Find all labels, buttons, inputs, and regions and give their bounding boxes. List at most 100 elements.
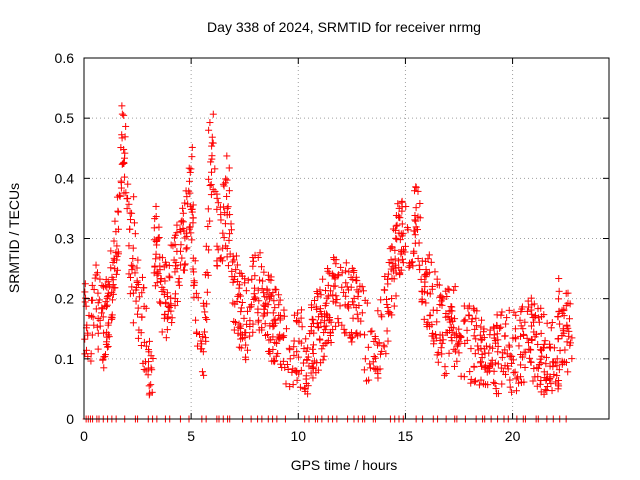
data-point (134, 256, 142, 264)
data-point (101, 351, 109, 359)
data-point (244, 276, 252, 284)
data-point (538, 352, 546, 360)
data-point (322, 322, 330, 330)
data-point (429, 306, 437, 314)
data-point (108, 288, 116, 296)
data-point (90, 321, 98, 329)
data-point (454, 341, 462, 349)
data-point (374, 374, 382, 382)
data-point (189, 219, 197, 227)
y-tick-label: 0.3 (55, 231, 75, 247)
data-point (490, 331, 498, 339)
data-point (297, 306, 305, 314)
data-point (494, 360, 502, 368)
axis-ticks: 0 0.1 0.2 0.3 0.4 0.5 0.6 0 5 10 15 20 (55, 50, 609, 444)
data-point (528, 336, 536, 344)
data-point (479, 380, 487, 388)
data-point (348, 298, 356, 306)
data-point (396, 236, 404, 244)
data-point (512, 375, 520, 383)
data-point (260, 305, 268, 313)
data-point (189, 265, 197, 273)
data-point (185, 177, 193, 185)
data-point (93, 323, 101, 331)
data-point (122, 122, 130, 130)
data-point (254, 318, 262, 326)
data-point (391, 246, 399, 254)
data-point (453, 333, 461, 341)
data-point (472, 322, 480, 330)
data-point (179, 209, 187, 217)
data-point (211, 165, 219, 173)
data-point (383, 295, 391, 303)
data-point (138, 273, 146, 281)
data-point (446, 318, 454, 326)
x-tick-label: 5 (187, 428, 195, 444)
data-point (178, 254, 186, 262)
data-point (151, 215, 159, 223)
data-point (163, 315, 171, 323)
data-point (490, 367, 498, 375)
data-point (188, 153, 196, 161)
data-point (508, 359, 516, 367)
data-point (474, 346, 482, 354)
data-point (437, 344, 445, 352)
data-point (140, 365, 148, 373)
data-point (317, 319, 325, 327)
data-point (203, 269, 211, 277)
data-point (117, 179, 125, 187)
data-point (249, 262, 257, 270)
data-point (517, 373, 525, 381)
data-point (468, 318, 476, 326)
data-point (297, 314, 305, 322)
data-point (340, 325, 348, 333)
data-point (325, 269, 333, 277)
data-point (334, 315, 342, 323)
data-point (109, 258, 117, 266)
data-point (505, 306, 513, 314)
data-point (484, 381, 492, 389)
data-point (477, 362, 485, 370)
data-point (531, 314, 539, 322)
data-point (206, 119, 214, 127)
data-point (131, 230, 139, 238)
data-point (214, 246, 222, 254)
data-point (562, 289, 570, 297)
data-point (160, 263, 168, 271)
data-point (152, 202, 160, 210)
data-point (425, 251, 433, 259)
data-point (316, 286, 324, 294)
data-point (134, 304, 142, 312)
data-point (145, 337, 153, 345)
data-point (258, 285, 266, 293)
data-point (434, 358, 442, 366)
data-point (371, 354, 379, 362)
data-point (174, 278, 182, 286)
data-point (503, 362, 511, 370)
data-point (553, 355, 561, 363)
data-point (445, 349, 453, 357)
data-point (188, 236, 196, 244)
data-point (121, 173, 129, 181)
data-point (121, 149, 129, 157)
data-point (389, 260, 397, 268)
data-point (527, 294, 535, 302)
data-point (385, 258, 393, 266)
data-point (185, 164, 193, 172)
data-point (188, 143, 196, 151)
data-point (554, 380, 562, 388)
data-point (555, 275, 563, 283)
data-point (173, 229, 181, 237)
data-point (510, 369, 518, 377)
data-point (138, 313, 146, 321)
data-point (275, 301, 283, 309)
data-point (147, 381, 155, 389)
data-point (542, 353, 550, 361)
data-point (149, 354, 157, 362)
data-point (107, 264, 115, 272)
data-point (422, 270, 430, 278)
data-point (94, 289, 102, 297)
data-point (546, 373, 554, 381)
y-tick-label: 0.1 (55, 351, 75, 367)
data-point (242, 287, 250, 295)
